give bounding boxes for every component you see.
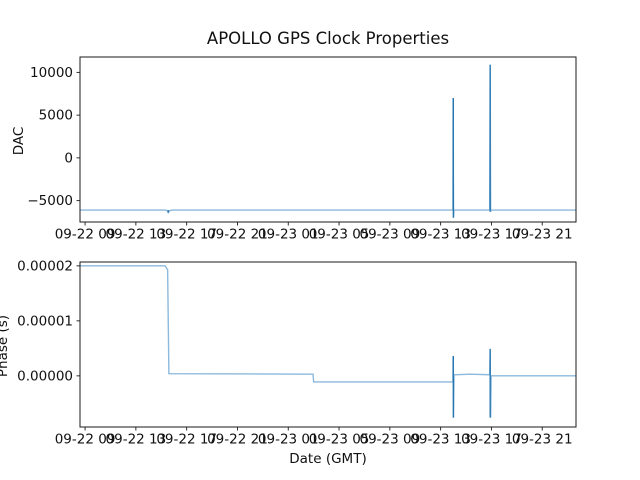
- axes-frame: [79, 261, 577, 428]
- x-tick-label: 09-23 21: [512, 432, 573, 448]
- series-line-phase: [80, 265, 576, 418]
- y-tick-label: 0.00000: [17, 368, 73, 384]
- x-axis-label: Date (GMT): [289, 451, 367, 467]
- x-tick-label: 09-23 05: [309, 227, 370, 243]
- axes-frame: [79, 56, 577, 223]
- x-tick-label: 09-23 01: [258, 227, 319, 243]
- x-tick-label: 09-22 17: [156, 227, 217, 243]
- x-tick-label: 09-23 17: [461, 432, 522, 448]
- series-line-dac: [80, 64, 576, 218]
- x-tick-label: 09-22 13: [106, 432, 167, 448]
- x-tick-label: 09-23 13: [410, 227, 471, 243]
- y-tick-label: 0.00002: [17, 258, 73, 274]
- x-tick-label: 09-22 09: [55, 227, 116, 243]
- y-tick-label: −5000: [27, 193, 73, 209]
- x-tick-label: 09-22 21: [207, 432, 268, 448]
- x-tick-label: 09-23 17: [461, 227, 522, 243]
- x-tick-label: 09-23 01: [258, 432, 319, 448]
- x-tick-label: 09-22 17: [156, 432, 217, 448]
- x-tick-label: 09-22 21: [207, 227, 268, 243]
- x-tick-label: 09-23 09: [359, 227, 420, 243]
- x-tick-label: 09-23 13: [410, 432, 471, 448]
- chart-title: APOLLO GPS Clock Properties: [206, 29, 450, 48]
- x-tick-label: 09-23 09: [359, 432, 420, 448]
- y-tick-label: 10000: [30, 65, 73, 81]
- x-tick-label: 09-23 21: [512, 227, 573, 243]
- y-tick-label: 0.00001: [17, 313, 73, 329]
- y-tick-label: 0: [64, 150, 73, 166]
- x-tick-label: 09-23 05: [309, 432, 370, 448]
- y-tick-label: 5000: [39, 108, 73, 124]
- x-tick-label: 09-22 09: [55, 432, 116, 448]
- x-tick-label: 09-22 13: [106, 227, 167, 243]
